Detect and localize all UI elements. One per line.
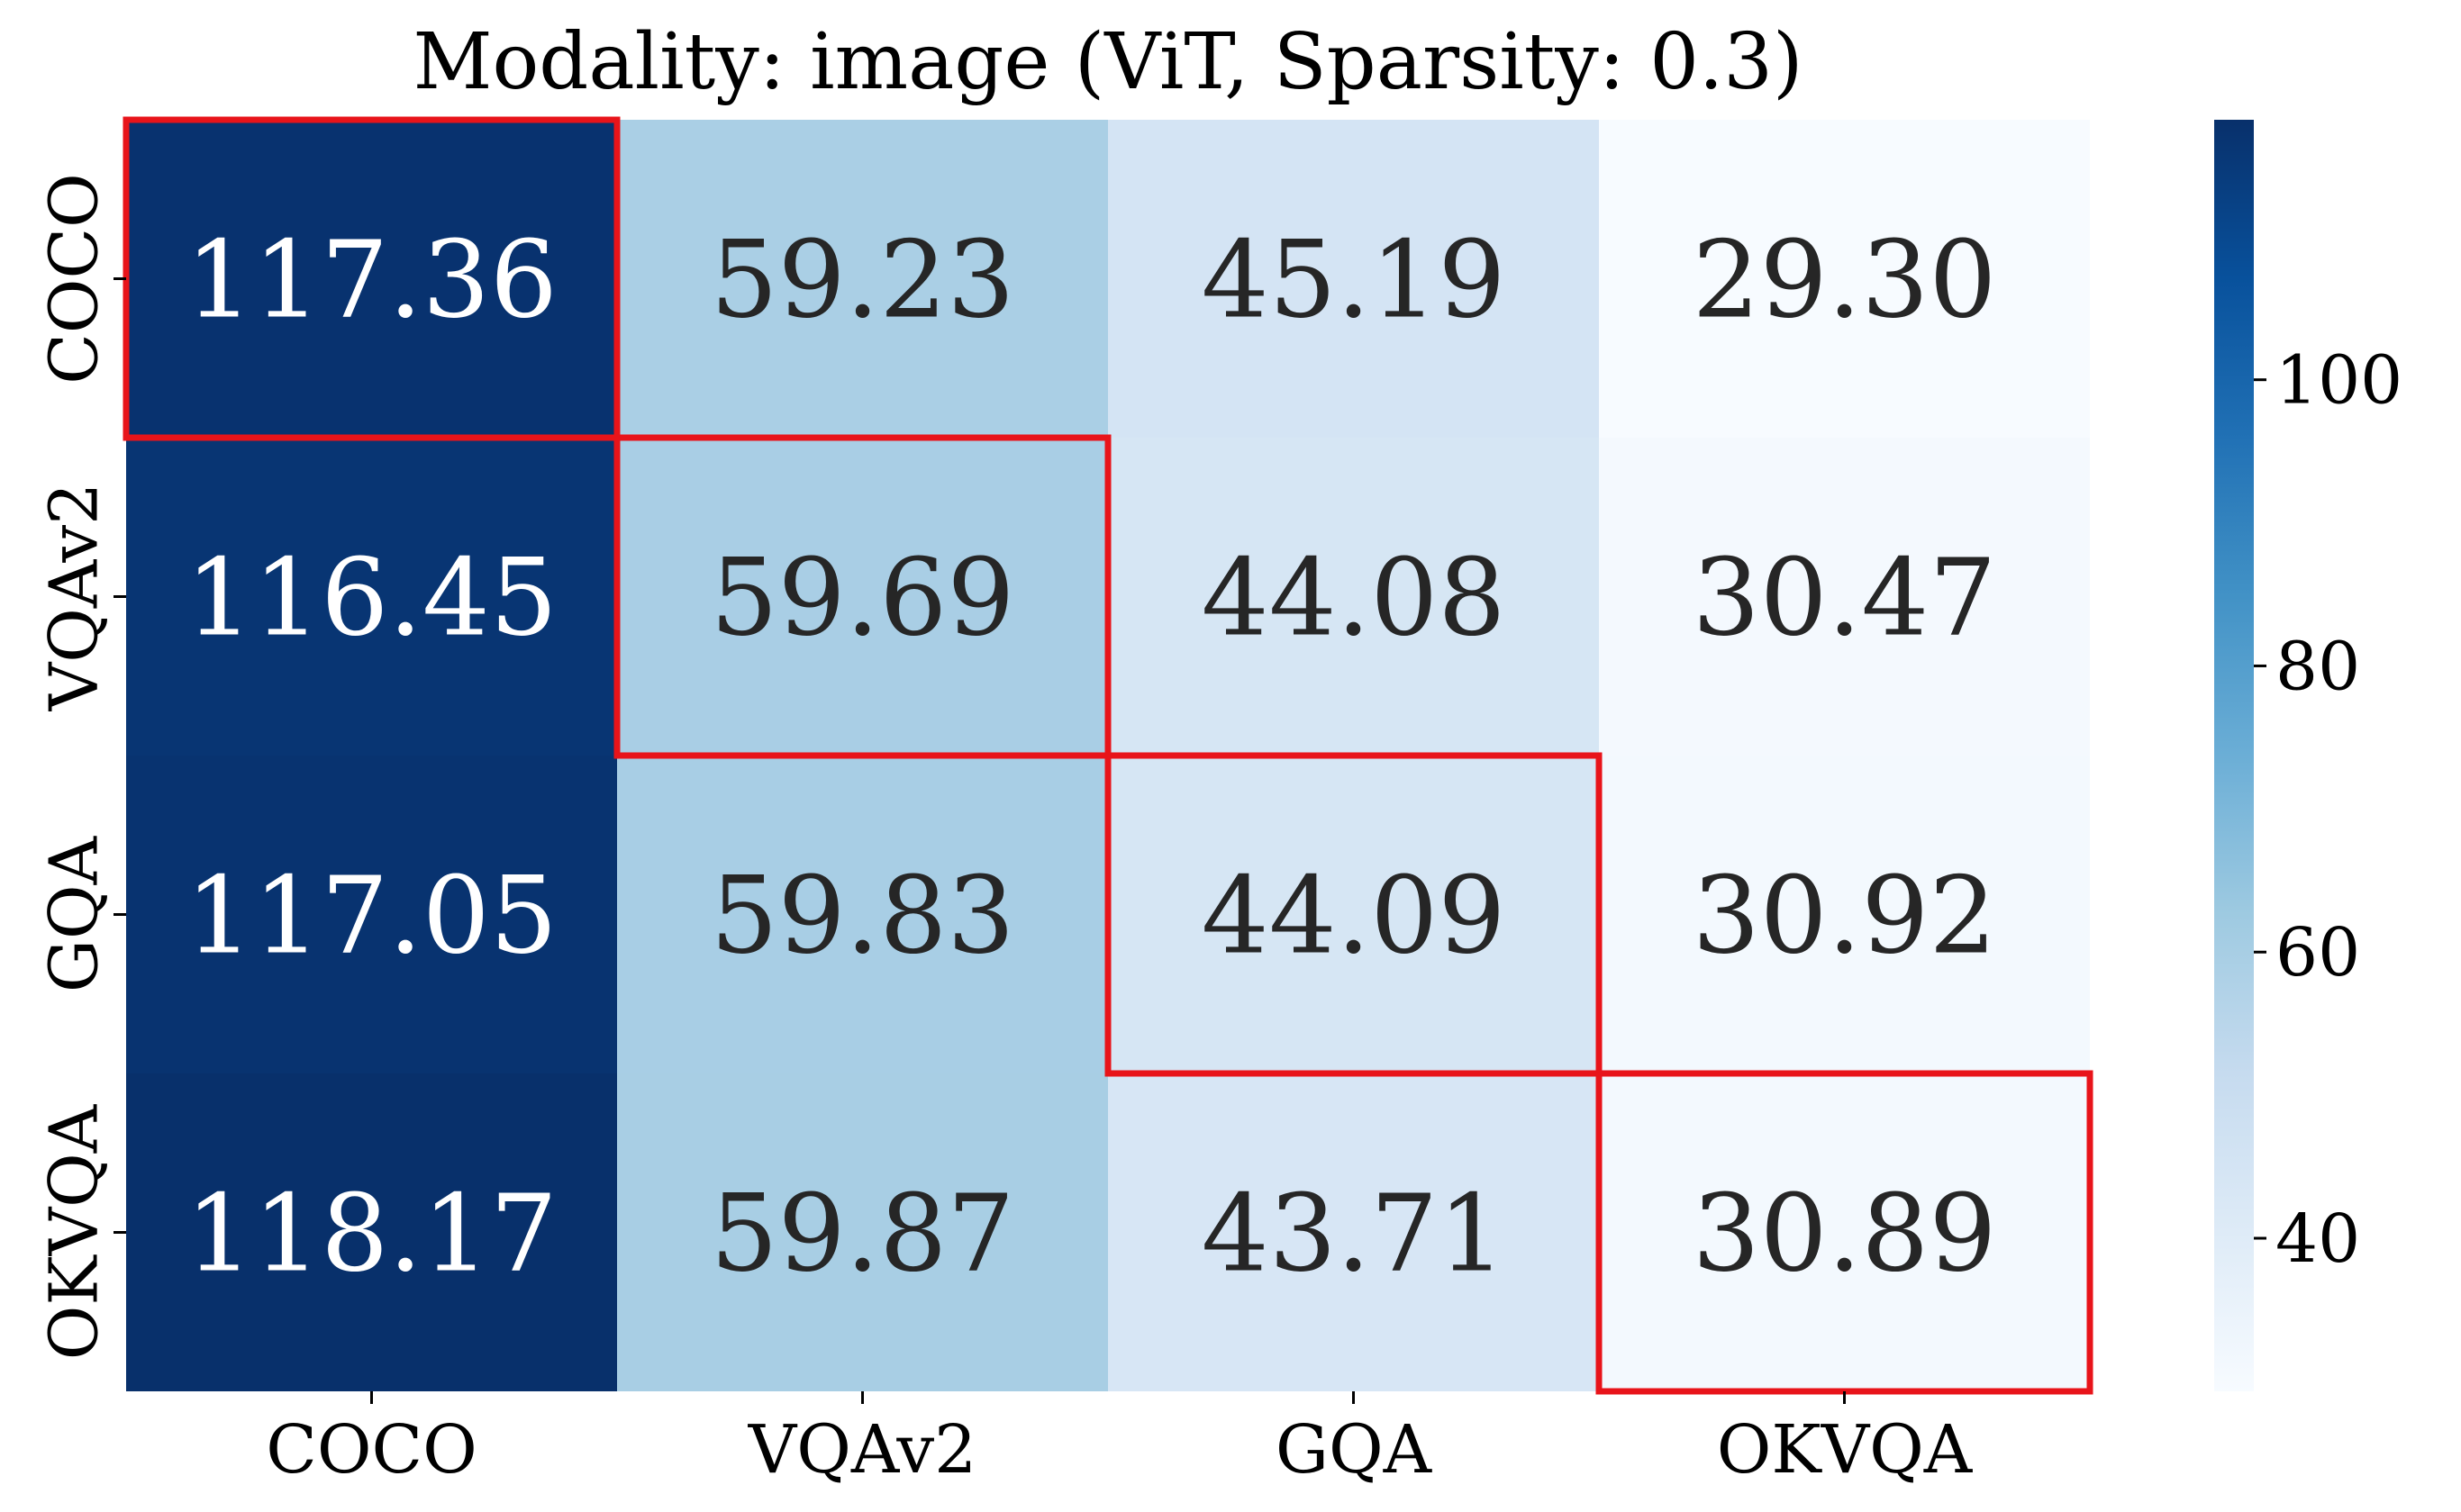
cell-value-label: 45.19 (1202, 218, 1506, 342)
heatmap-cell (126, 756, 617, 1073)
heatmap-cell (126, 438, 617, 756)
cell-value-label: 118.17 (186, 1172, 558, 1296)
heatmap-cell (1599, 1073, 2090, 1391)
cell-value-label: 43.71 (1202, 1172, 1506, 1296)
heatmap-cell (1108, 1073, 1599, 1391)
heatmap-cell (1108, 756, 1599, 1073)
cell-value-label: 117.05 (186, 854, 558, 978)
heatmap-cell (1599, 120, 2090, 438)
heatmap-cell-labels: 117.36 59.23 45.19 29.30 116.45 59.69 44.08 30.… (186, 218, 1996, 1296)
cell-value-label: 116.45 (186, 536, 558, 660)
cell-value-label: 59.83 (711, 854, 1015, 978)
cell-value-label: 44.08 (1202, 536, 1506, 660)
cell-value-label: 59.87 (711, 1172, 1015, 1296)
colorbar-tick-label: 40 (2275, 1200, 2360, 1278)
heatmap-cell (126, 120, 617, 438)
colorbar: 40 60 80 100 (2214, 120, 2402, 1391)
x-axis: COCO VQAv2 GQA OKVQA (266, 1391, 1974, 1489)
colorbar-tick-label: 100 (2275, 342, 2402, 420)
x-tick-label: GQA (1276, 1411, 1433, 1489)
heatmap-cell (1108, 120, 1599, 438)
heatmap-cell (1108, 438, 1599, 756)
heatmap-cells (126, 120, 2090, 1391)
cell-value-label: 44.09 (1202, 854, 1506, 978)
heatmap-cell (126, 1073, 617, 1391)
y-axis: COCO VQAv2 GQA OKVQA (35, 173, 126, 1360)
y-tick-label: VQAv2 (35, 483, 113, 711)
heatmap-cell (617, 1073, 1108, 1391)
chart-title: Modality: image (ViT, Sparsity: 0.3) (413, 17, 1803, 107)
colorbar-tick-label: 60 (2275, 914, 2360, 991)
heatmap-cell (617, 120, 1108, 438)
cell-value-label: 59.23 (711, 218, 1015, 342)
y-tick-label: COCO (35, 173, 113, 385)
colorbar-gradient (2214, 120, 2254, 1391)
cell-value-label: 59.69 (711, 536, 1015, 660)
heatmap-cell (1599, 438, 2090, 756)
cell-value-label: 30.89 (1693, 1172, 1997, 1296)
colorbar-tick-label: 80 (2275, 628, 2360, 705)
cell-value-label: 29.30 (1693, 218, 1997, 342)
x-tick-label: OKVQA (1717, 1411, 1974, 1489)
x-tick-label: VQAv2 (748, 1411, 976, 1489)
cell-value-label: 117.36 (186, 218, 558, 342)
y-tick-label: OKVQA (35, 1103, 113, 1360)
x-tick-label: COCO (266, 1411, 477, 1489)
y-tick-label: GQA (35, 835, 113, 992)
heatmap-cell (1599, 756, 2090, 1073)
heatmap-cell (617, 438, 1108, 756)
highlight-box (613, 434, 1112, 759)
highlight-box (1104, 752, 1603, 1077)
cell-value-label: 30.47 (1693, 536, 1997, 660)
heatmap-cell (617, 756, 1108, 1073)
cell-value-label: 30.92 (1693, 854, 1997, 978)
